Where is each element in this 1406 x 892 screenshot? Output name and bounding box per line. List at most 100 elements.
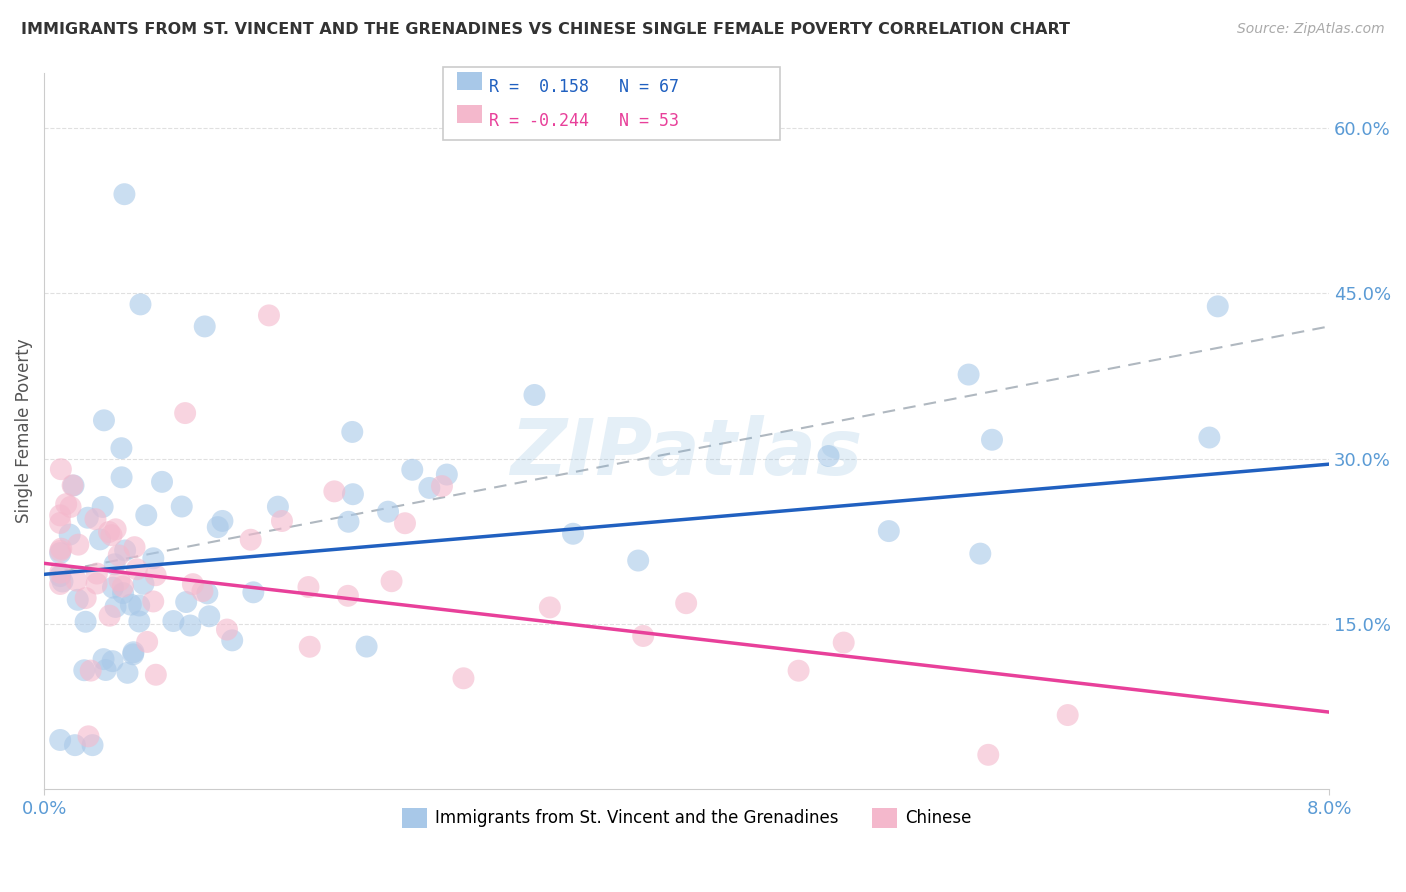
Point [969, 547, 991, 561]
Point [523, 388, 546, 402]
Point [104, 558, 127, 572]
Point [49, 569, 72, 583]
Point [257, 309, 280, 323]
Point [142, 551, 165, 566]
Point [112, 187, 135, 202]
Text: Source: ZipAtlas.com: Source: ZipAtlas.com [1237, 22, 1385, 37]
Point [832, 635, 855, 649]
Text: IMMIGRANTS FROM ST. VINCENT AND THE GRENADINES VS CHINESE SINGLE FEMALE POVERTY : IMMIGRANTS FROM ST. VINCENT AND THE GREN… [21, 22, 1070, 37]
Point [100, 528, 122, 542]
Point [86, 576, 108, 591]
Point [675, 596, 697, 610]
Point [49, 544, 72, 558]
Point [117, 665, 139, 680]
Point [49, 508, 72, 523]
Point [98, 524, 121, 539]
Text: ZIPatlas: ZIPatlas [510, 415, 863, 491]
Point [145, 667, 167, 681]
Point [128, 599, 150, 613]
Point [49, 516, 72, 530]
Point [132, 577, 155, 591]
Point [297, 580, 319, 594]
Point [181, 577, 204, 591]
Point [242, 585, 264, 599]
Point [977, 747, 1000, 762]
Point [122, 648, 145, 662]
Point [787, 664, 810, 678]
Point [62, 478, 84, 492]
Point [51, 574, 73, 589]
Point [271, 514, 294, 528]
Point [49, 733, 72, 747]
Point [1198, 431, 1220, 445]
Point [356, 640, 378, 654]
Point [401, 463, 423, 477]
Point [627, 553, 650, 567]
Point [63, 738, 86, 752]
Point [337, 515, 360, 529]
Point [195, 586, 218, 600]
Point [120, 598, 142, 612]
Point [77, 729, 100, 743]
Point [142, 594, 165, 608]
Point [1056, 708, 1078, 723]
Point [436, 467, 458, 482]
Point [94, 663, 117, 677]
Point [211, 514, 233, 528]
Point [110, 441, 132, 455]
Point [135, 508, 157, 523]
Point [170, 500, 193, 514]
Point [66, 592, 89, 607]
Text: R = -0.244   N = 53: R = -0.244 N = 53 [489, 112, 679, 129]
Y-axis label: Single Female Poverty: Single Female Poverty [15, 339, 32, 524]
Point [107, 549, 129, 563]
Point [194, 319, 217, 334]
Point [86, 566, 108, 581]
Point [82, 738, 104, 752]
Point [108, 574, 131, 588]
Point [150, 475, 173, 489]
Point [957, 368, 980, 382]
Point [174, 406, 197, 420]
Point [380, 574, 402, 589]
Point [49, 566, 72, 580]
Point [67, 538, 90, 552]
Point [65, 574, 87, 588]
Point [49, 577, 72, 591]
Point [101, 654, 124, 668]
Point [49, 546, 72, 560]
Point [73, 663, 96, 677]
Point [145, 568, 167, 582]
Point [298, 640, 321, 654]
Point [84, 512, 107, 526]
Point [342, 425, 364, 439]
Point [128, 615, 150, 629]
Point [342, 487, 364, 501]
Point [877, 524, 900, 538]
Point [89, 533, 111, 547]
Point [59, 527, 82, 541]
Point [981, 433, 1004, 447]
Point [125, 562, 148, 576]
Point [394, 516, 416, 531]
Point [418, 481, 440, 495]
Point [59, 500, 82, 514]
Point [93, 652, 115, 666]
Point [101, 581, 124, 595]
Point [323, 484, 346, 499]
Point [104, 522, 127, 536]
Point [179, 618, 201, 632]
Point [239, 533, 262, 547]
Point [122, 645, 145, 659]
Point [817, 449, 839, 463]
Point [124, 540, 146, 554]
Point [198, 609, 221, 624]
Point [112, 586, 135, 600]
Point [62, 478, 84, 492]
Point [430, 479, 453, 493]
Legend: Immigrants from St. Vincent and the Grenadines, Chinese: Immigrants from St. Vincent and the Gren… [395, 801, 979, 835]
Point [453, 671, 475, 685]
Point [538, 600, 561, 615]
Point [162, 614, 184, 628]
Point [51, 541, 73, 556]
